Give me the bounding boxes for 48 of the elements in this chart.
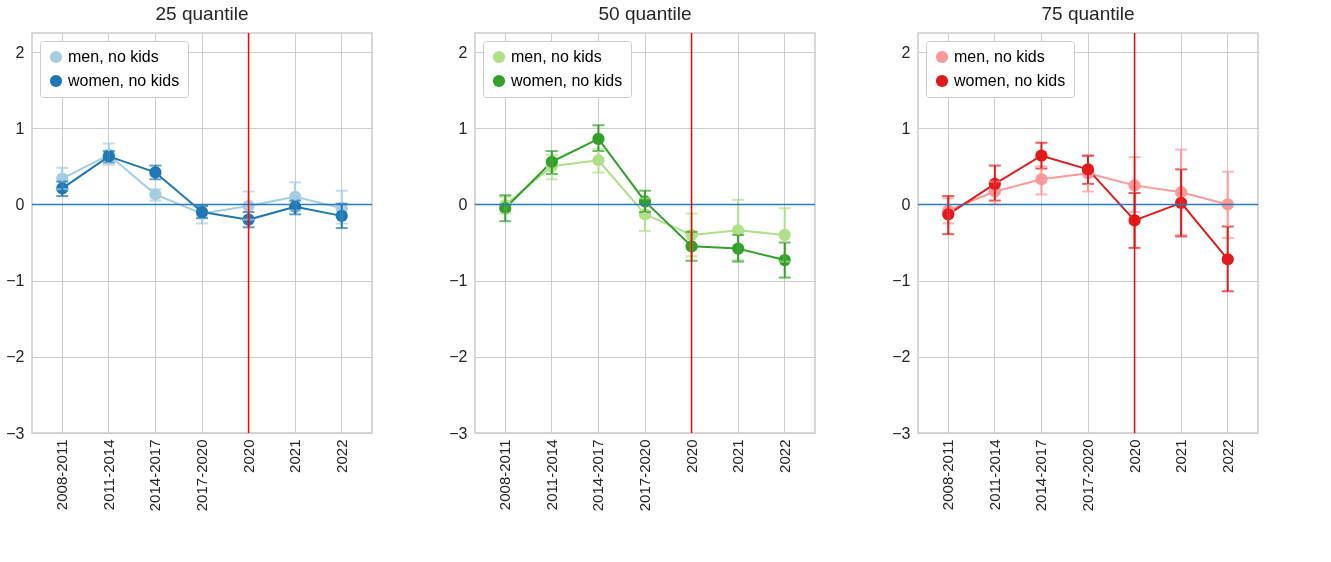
legend-label: men, no kids bbox=[511, 48, 602, 65]
legend-label: women, no kids bbox=[510, 72, 623, 89]
x-tick-label: 2021 bbox=[286, 439, 304, 473]
y-tick-label: −2 bbox=[449, 348, 468, 366]
x-tick-label: 2020 bbox=[1125, 439, 1143, 473]
y-tick-label: −3 bbox=[892, 424, 911, 442]
chart-title: 50 quantile bbox=[598, 3, 692, 25]
x-tick-label: 2008-2011 bbox=[939, 439, 957, 511]
y-tick-label: 0 bbox=[901, 195, 911, 213]
y-tick-label: 1 bbox=[15, 119, 25, 137]
x-tick-label: 2022 bbox=[1218, 439, 1236, 473]
x-tick-label: 2014-2017 bbox=[589, 439, 607, 512]
y-tick-label: −3 bbox=[6, 424, 25, 442]
y-tick-label: 2 bbox=[458, 43, 468, 61]
y-tick-label: 1 bbox=[458, 119, 468, 137]
x-tick-label: 2014-2017 bbox=[146, 439, 164, 512]
legend-label: men, no kids bbox=[68, 48, 159, 65]
y-tick-label: 2 bbox=[15, 43, 25, 61]
legend-label: women, no kids bbox=[953, 72, 1066, 89]
chart-title: 75 quantile bbox=[1041, 3, 1135, 25]
y-tick-label: 1 bbox=[901, 119, 911, 137]
x-tick-label: 2020 bbox=[682, 439, 700, 473]
x-tick-label: 2022 bbox=[332, 439, 350, 473]
x-tick-label: 2020 bbox=[239, 439, 257, 473]
y-tick-label: −3 bbox=[449, 424, 468, 442]
x-tick-label: 2011-2014 bbox=[985, 439, 1003, 511]
y-tick-label: −1 bbox=[6, 272, 25, 290]
legend-label: men, no kids bbox=[954, 48, 1045, 65]
x-tick-label: 2011-2014 bbox=[99, 439, 117, 511]
x-tick-label: 2021 bbox=[1172, 439, 1190, 473]
x-tick-label: 2008-2011 bbox=[53, 439, 71, 511]
y-tick-label: −1 bbox=[892, 272, 911, 290]
x-tick-label: 2021 bbox=[729, 439, 747, 473]
x-tick-label: 2014-2017 bbox=[1032, 439, 1050, 512]
y-tick-label: −1 bbox=[449, 272, 468, 290]
x-tick-label: 2017-2020 bbox=[636, 439, 653, 512]
legend-label: women, no kids bbox=[67, 72, 180, 89]
y-tick-label: 0 bbox=[458, 195, 468, 213]
x-tick-label: 2017-2020 bbox=[193, 439, 210, 512]
x-tick-label: 2008-2011 bbox=[496, 439, 514, 511]
y-tick-label: −2 bbox=[6, 348, 25, 366]
x-tick-label: 2017-2020 bbox=[1079, 439, 1096, 512]
chart-title: 25 quantile bbox=[155, 3, 249, 25]
y-tick-label: 0 bbox=[15, 195, 25, 213]
y-tick-label: −2 bbox=[892, 348, 911, 366]
x-tick-label: 2022 bbox=[775, 439, 793, 473]
x-tick-label: 2011-2014 bbox=[542, 439, 560, 511]
y-tick-label: 2 bbox=[901, 43, 911, 61]
